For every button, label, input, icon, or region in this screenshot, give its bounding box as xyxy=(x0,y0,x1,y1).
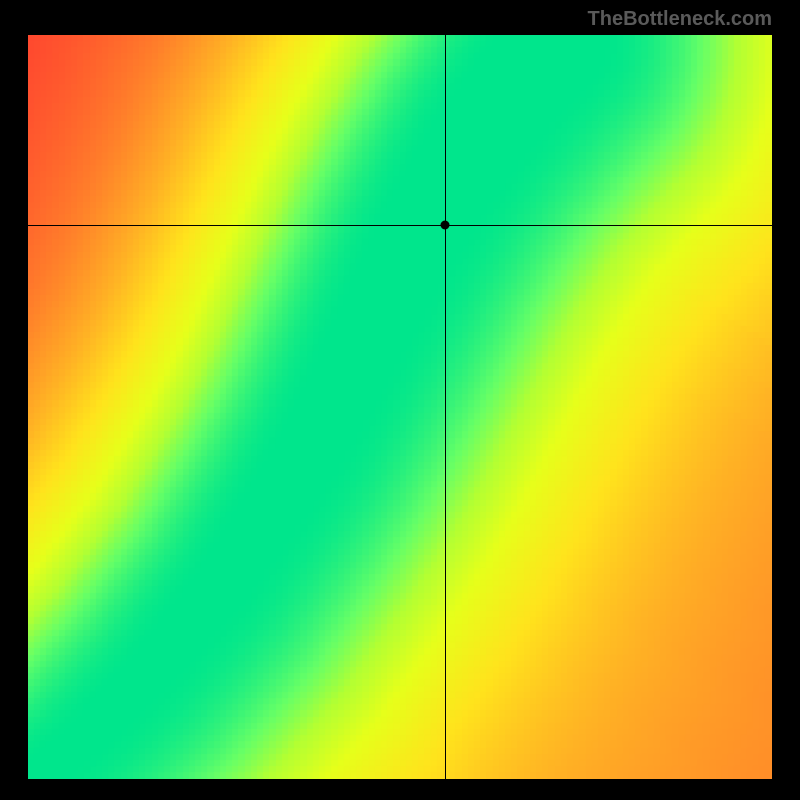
crosshair-vertical xyxy=(445,35,446,779)
heatmap-chart xyxy=(28,35,772,779)
heatmap-canvas xyxy=(28,35,772,779)
crosshair-marker xyxy=(440,220,449,229)
watermark-text: TheBottleneck.com xyxy=(588,8,772,31)
crosshair-horizontal xyxy=(28,225,772,226)
